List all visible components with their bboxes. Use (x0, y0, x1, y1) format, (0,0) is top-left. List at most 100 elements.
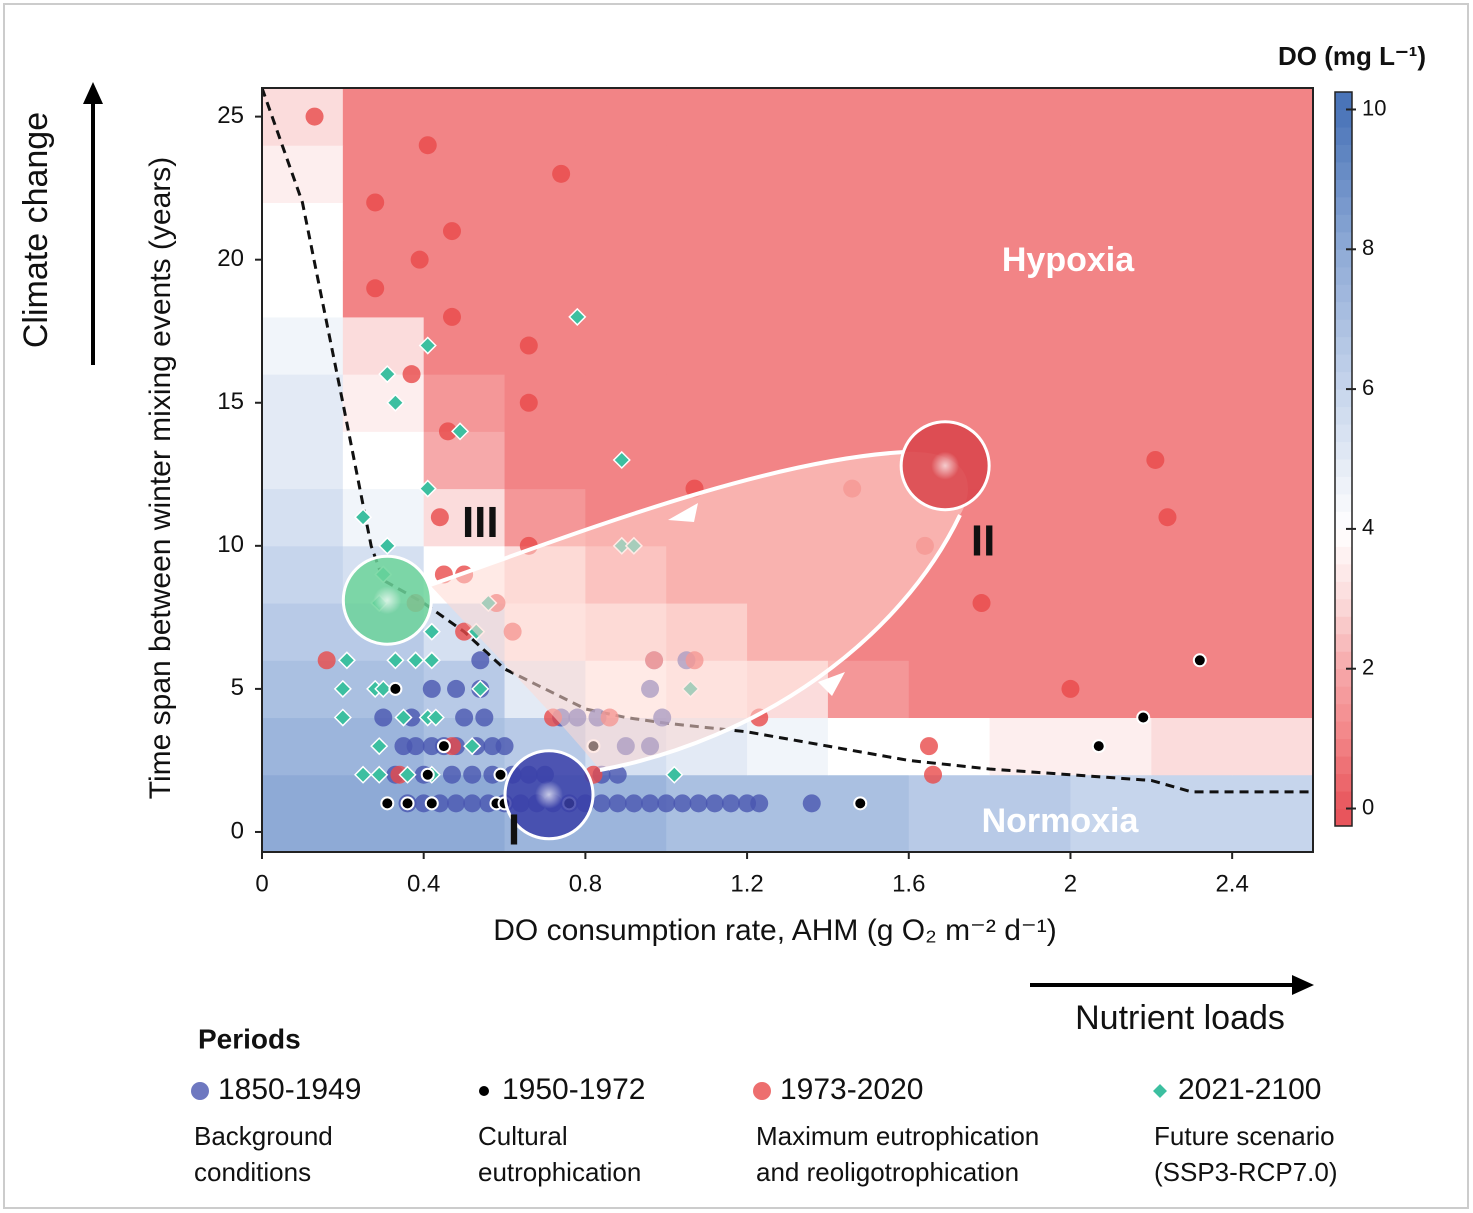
centroid-glow (347, 560, 427, 640)
heatmap-cell (424, 374, 505, 432)
heatmap-cell (424, 260, 505, 318)
heatmap-cell (585, 88, 666, 146)
heatmap-cell (262, 260, 343, 318)
data-point (609, 794, 627, 812)
data-point (520, 337, 538, 355)
heatmap-cell (990, 489, 1071, 547)
y-tick-label: 25 (217, 102, 244, 129)
colorbar-cell (1335, 354, 1352, 372)
heatmap-cell (990, 374, 1071, 432)
colorbar-title: DO (mg L⁻¹) (1278, 41, 1426, 71)
heatmap-cell (828, 718, 909, 776)
heatmap-cell (424, 202, 505, 260)
colorbar-cell (1335, 442, 1352, 460)
heatmap-cell (505, 145, 586, 203)
region-label: Normoxia (982, 802, 1140, 840)
colorbar-cell (1335, 389, 1352, 407)
heatmap-cell (343, 431, 424, 489)
heatmap-cell (666, 145, 747, 203)
x-tick-label: 0.4 (407, 870, 440, 897)
legend-description: Future scenario (1154, 1121, 1335, 1151)
y-tick-label: 5 (231, 674, 244, 701)
data-point (1093, 740, 1105, 752)
heatmap-cell (1232, 317, 1313, 375)
colorbar-cell (1335, 564, 1352, 582)
heatmap-cell (1232, 718, 1313, 776)
heatmap-cell (1151, 145, 1232, 203)
x-axis-label: DO consumption rate, AHM (g O₂ m⁻² d⁻¹) (493, 914, 1056, 947)
heatmap-cell (990, 317, 1071, 375)
heatmap-cell (424, 145, 505, 203)
data-point (438, 740, 450, 752)
colorbar-cell (1335, 127, 1352, 145)
heatmap-cell (343, 775, 424, 853)
data-point (1158, 508, 1176, 526)
colorbar-cell (1335, 599, 1352, 617)
heatmap-cell (1151, 718, 1232, 776)
data-point (924, 766, 942, 784)
colorbar-cell (1335, 197, 1352, 215)
data-point (722, 794, 740, 812)
x-tick-label: 0.8 (569, 870, 602, 897)
heatmap-cell (1232, 603, 1313, 661)
heatmap-cell (1151, 546, 1232, 604)
data-point (463, 766, 481, 784)
legend-description: and reoligotrophication (756, 1157, 1019, 1187)
heatmap-cell (1070, 603, 1151, 661)
colorbar-cell (1335, 529, 1352, 547)
data-point (443, 766, 461, 784)
legend-label: 2021-2100 (1178, 1073, 1321, 1106)
data-point (389, 683, 401, 695)
heatmap-cell (585, 374, 666, 432)
legend-label: 1850-1949 (218, 1073, 361, 1106)
colorbar-cell (1335, 179, 1352, 197)
heatmap-cell (747, 317, 828, 375)
heatmap-cell (747, 775, 828, 853)
data-point (403, 365, 421, 383)
heatmap-cell (1151, 775, 1232, 853)
legend-description: eutrophication (478, 1157, 641, 1187)
heatmap-cell (828, 660, 909, 718)
colorbar-cell (1335, 669, 1352, 687)
phase-label: I (508, 805, 520, 854)
heatmap-cell (909, 260, 990, 318)
data-point (496, 737, 514, 755)
heatmap-cell (1151, 317, 1232, 375)
y-axis-label: Time span between winter mixing events (… (144, 157, 177, 799)
colorbar-cell (1335, 809, 1352, 827)
data-point (690, 794, 708, 812)
heatmap-cell (666, 775, 747, 853)
heatmap-cell (990, 660, 1071, 718)
colorbar-cell (1335, 109, 1352, 127)
heatmap-cell (828, 775, 909, 853)
phase-label: II (971, 516, 995, 565)
heatmap-cell (262, 775, 343, 853)
colorbar-cell (1335, 756, 1352, 774)
colorbar-cell (1335, 284, 1352, 302)
data-point (463, 794, 481, 812)
heatmap-cell (1151, 374, 1232, 432)
centroid-glow (905, 426, 985, 506)
data-point (422, 769, 434, 781)
y-tick-label: 0 (231, 817, 244, 844)
legend-label: 1973-2020 (780, 1073, 923, 1106)
x-tick-label: 1.6 (892, 870, 925, 897)
heatmap-cell (1070, 317, 1151, 375)
heatmap-cell (262, 660, 343, 718)
heatmap-cell (424, 775, 505, 853)
y-tick-label: 20 (217, 245, 244, 272)
heatmap-cell (909, 145, 990, 203)
colorbar-cell (1335, 774, 1352, 792)
colorbar-cell (1335, 581, 1352, 599)
x-tick-label: 1.2 (730, 870, 763, 897)
heatmap-cell (990, 88, 1071, 146)
heatmap-cell (262, 546, 343, 604)
heatmap-cell (747, 374, 828, 432)
legend-description: Maximum eutrophication (756, 1121, 1039, 1151)
heatmap-cell (1232, 88, 1313, 146)
colorbar-cell (1335, 721, 1352, 739)
data-point (447, 794, 465, 812)
driver-label: Nutrient loads (1075, 999, 1285, 1037)
heatmap-cell (585, 260, 666, 318)
colorbar-cell (1335, 162, 1352, 180)
